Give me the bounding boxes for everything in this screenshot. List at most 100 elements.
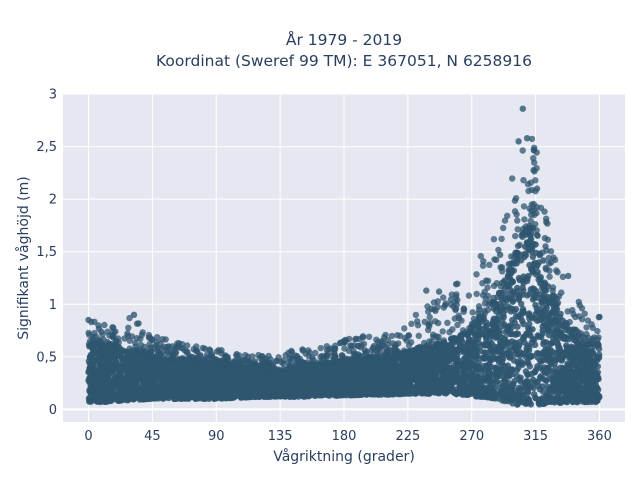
data-point <box>381 365 388 372</box>
data-point <box>506 330 513 338</box>
data-point <box>133 378 140 385</box>
data-point <box>420 352 427 359</box>
data-point <box>495 359 503 366</box>
data-point <box>499 373 506 380</box>
data-point <box>556 392 564 400</box>
data-point <box>569 355 577 363</box>
data-point <box>302 379 310 386</box>
data-point <box>579 368 587 375</box>
data-point <box>546 310 553 317</box>
data-point <box>97 365 105 372</box>
data-point <box>554 317 562 324</box>
data-point <box>560 368 567 375</box>
data-point <box>118 354 125 361</box>
data-point <box>436 347 443 354</box>
data-point <box>582 398 589 405</box>
data-point <box>492 370 499 377</box>
data-point <box>378 389 385 397</box>
data-point <box>413 359 420 367</box>
data-point <box>514 284 521 292</box>
data-point <box>509 297 517 304</box>
data-point <box>490 353 497 361</box>
data-point <box>493 316 500 323</box>
data-point <box>452 355 459 362</box>
data-point <box>552 334 560 341</box>
data-point <box>464 341 471 348</box>
data-point <box>514 401 521 408</box>
data-point <box>497 338 504 346</box>
data-point <box>551 329 559 336</box>
data-point <box>468 366 475 373</box>
data-point <box>254 371 261 379</box>
data-point <box>134 373 141 380</box>
data-point <box>458 338 466 345</box>
data-point <box>440 370 448 377</box>
data-point <box>467 359 474 366</box>
data-point <box>392 362 399 369</box>
data-point <box>281 376 289 383</box>
data-point <box>569 375 576 382</box>
data-point <box>525 272 532 280</box>
data-point <box>386 365 393 373</box>
data-point <box>503 290 510 298</box>
data-point <box>511 307 518 315</box>
data-point <box>178 371 185 379</box>
data-point <box>541 294 548 302</box>
data-point <box>577 375 584 382</box>
data-point <box>529 352 536 360</box>
data-point <box>544 370 551 377</box>
data-points <box>85 105 603 408</box>
data-point <box>517 374 524 381</box>
data-point <box>446 365 454 372</box>
data-point <box>120 387 128 394</box>
data-point <box>520 287 527 294</box>
data-point <box>418 388 425 395</box>
data-point <box>154 369 161 376</box>
data-point <box>518 300 525 308</box>
data-point <box>410 355 417 362</box>
data-point <box>473 336 480 343</box>
data-point <box>411 374 418 381</box>
data-point <box>529 269 536 276</box>
data-point <box>508 338 516 345</box>
data-point <box>300 384 307 391</box>
data-point <box>461 360 469 368</box>
data-point <box>255 380 262 388</box>
data-point <box>595 393 603 400</box>
data-point <box>584 369 592 377</box>
data-point <box>566 347 573 354</box>
data-point <box>310 367 317 374</box>
data-point <box>474 354 481 362</box>
data-point <box>536 317 543 324</box>
data-point <box>168 386 175 394</box>
data-point <box>106 369 113 376</box>
data-point <box>465 351 472 359</box>
data-point <box>590 366 597 373</box>
data-point <box>528 314 535 321</box>
data-point <box>532 301 539 309</box>
data-point <box>503 296 510 304</box>
data-point <box>189 372 197 379</box>
data-point <box>86 398 93 405</box>
data-point <box>516 386 523 394</box>
data-point <box>534 261 541 268</box>
data-point <box>489 381 496 389</box>
data-point <box>481 373 489 380</box>
data-point <box>193 382 200 389</box>
data-point <box>479 325 487 333</box>
data-point <box>550 381 557 388</box>
data-point <box>490 347 497 354</box>
data-point <box>505 371 512 379</box>
data-point <box>115 366 122 373</box>
data-point <box>529 376 537 383</box>
data-point <box>503 351 511 358</box>
data-point <box>496 300 503 307</box>
data-point <box>478 365 485 372</box>
data-point <box>596 351 603 358</box>
data-point <box>520 335 527 342</box>
data-point <box>544 364 551 371</box>
data-point <box>492 364 500 371</box>
data-point <box>364 388 371 395</box>
data-point <box>574 349 581 356</box>
